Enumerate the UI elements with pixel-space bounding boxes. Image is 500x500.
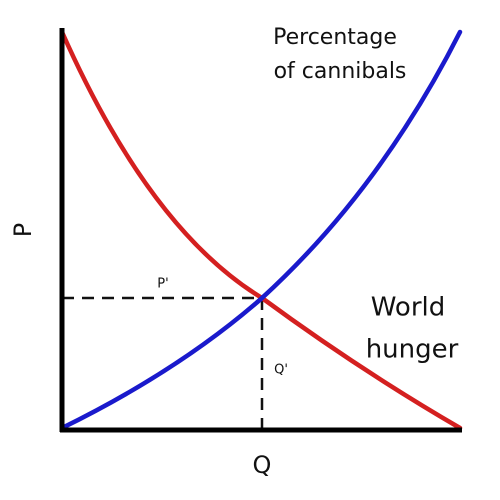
rising-curve-label: of cannibals xyxy=(274,59,407,84)
falling-curve-label: World xyxy=(371,293,446,323)
x-axis-label: Q xyxy=(253,451,272,479)
q-prime-label: Q' xyxy=(274,363,288,378)
rising-curve-label: Percentage xyxy=(273,25,397,50)
p-prime-label: P' xyxy=(157,277,168,292)
falling-curve xyxy=(59,29,463,431)
y-axis-label: P xyxy=(9,223,37,237)
falling-curve-label: hunger xyxy=(366,335,459,365)
rising-curve xyxy=(59,29,463,431)
